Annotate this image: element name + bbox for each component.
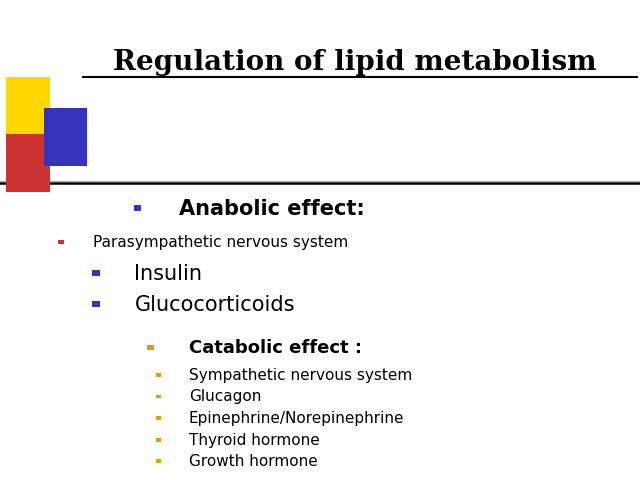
- Bar: [156, 416, 161, 420]
- Bar: [156, 438, 161, 442]
- Text: Sympathetic nervous system: Sympathetic nervous system: [189, 368, 412, 383]
- Bar: [92, 270, 100, 276]
- Bar: [92, 301, 100, 307]
- Text: Catabolic effect :: Catabolic effect :: [189, 339, 362, 357]
- Bar: [6, 134, 50, 192]
- Text: Anabolic effect:: Anabolic effect:: [179, 199, 365, 219]
- Text: Glucagon: Glucagon: [189, 389, 261, 405]
- Text: Parasympathetic nervous system: Parasympathetic nervous system: [93, 235, 348, 250]
- Bar: [58, 240, 64, 244]
- Bar: [156, 459, 161, 463]
- Text: Epinephrine/Norepinephrine: Epinephrine/Norepinephrine: [189, 411, 404, 426]
- Bar: [156, 395, 161, 398]
- Text: Thyroid hormone: Thyroid hormone: [189, 432, 319, 448]
- Text: Glucocorticoids: Glucocorticoids: [134, 295, 295, 315]
- Text: Regulation of lipid metabolism: Regulation of lipid metabolism: [113, 49, 597, 76]
- Bar: [134, 205, 141, 211]
- Bar: [6, 77, 50, 134]
- Text: Insulin: Insulin: [134, 264, 202, 284]
- Bar: [147, 345, 154, 350]
- Text: Growth hormone: Growth hormone: [189, 454, 317, 469]
- Bar: [156, 373, 161, 377]
- Bar: [44, 108, 87, 166]
